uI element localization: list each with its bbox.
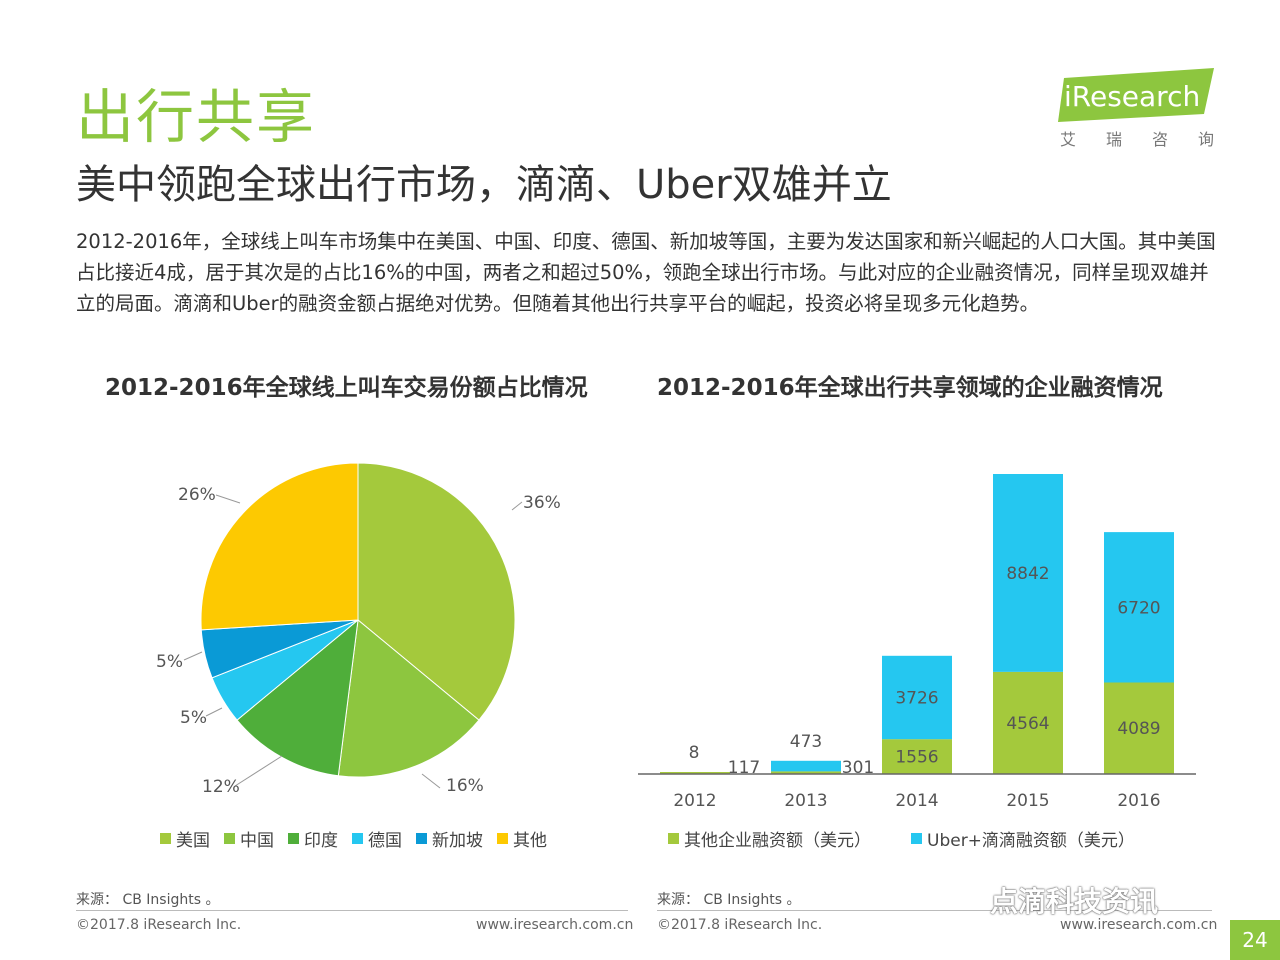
bar-value-bottom-2015: 4564 <box>1006 714 1049 734</box>
bar-chart: 2012 8 117 2013 473 301 2014 3726 1556 2015 8842 45… <box>638 474 1196 811</box>
legend-item-de: 德国 <box>352 826 402 851</box>
source-left: 来源： CB Insights 。 <box>76 892 220 908</box>
bar-uber-didi-2016 <box>1104 532 1174 683</box>
x-tick-2013: 2013 <box>784 791 827 811</box>
bar-value-top-2015: 8842 <box>1006 564 1049 584</box>
copyright-left: ©2017.8 iResearch Inc. <box>76 917 242 933</box>
x-tick-2016: 2016 <box>1117 791 1160 811</box>
legend-item-sg: 新加坡 <box>416 826 483 851</box>
bar-value-top-2013: 473 <box>790 732 822 752</box>
bar-value-bottom-2013: 301 <box>842 758 874 778</box>
iresearch-logo: iResearch <box>1058 68 1214 122</box>
intro-paragraph: 2012-2016年，全球线上叫车市场集中在美国、中国、印度、德国、新加坡等国，… <box>76 230 1216 315</box>
pie-chart: 36% 16% 12% 5% 5% 26% <box>156 462 561 797</box>
bar-other-2014 <box>882 739 952 774</box>
url-right: www.iresearch.com.cn <box>1060 917 1218 933</box>
legend-item-other-companies: 其他企业融资额（美元） <box>668 826 871 851</box>
page-number: 24 <box>1230 920 1280 960</box>
footer-divider-left <box>76 910 628 911</box>
legend-item-other: 其他 <box>497 826 547 851</box>
pie-legend: 美国 中国 印度 德国 新加坡 其他 <box>160 826 547 851</box>
x-tick-2015: 2015 <box>1006 791 1049 811</box>
pie-slice-cn <box>337 619 480 778</box>
pie-leader-sg <box>183 651 203 661</box>
logo-text: iResearch <box>1064 80 1200 113</box>
watermark: 点滴科技资讯 <box>990 885 1159 918</box>
pie-slice-in <box>236 618 359 777</box>
bar-other-2013 <box>771 771 841 774</box>
copyright-right: ©2017.8 iResearch Inc. <box>657 917 823 933</box>
pie-label-cn: 16% <box>446 776 484 796</box>
pie-slice-us <box>357 462 516 721</box>
legend-item-cn: 中国 <box>224 826 274 851</box>
bar-value-bottom-2012: 117 <box>728 758 760 778</box>
bar-value-top-2012: 8 <box>689 743 700 763</box>
pie-leader-other <box>215 494 241 504</box>
pie-chart-title: 2012-2016年全球线上叫车交易份额占比情况 <box>105 375 588 401</box>
url-left: www.iresearch.com.cn <box>476 917 634 933</box>
pie-label-sg: 5% <box>156 652 183 672</box>
pie-leader-us <box>511 501 523 511</box>
bar-uber-didi-2014 <box>882 655 952 740</box>
bar-value-bottom-2014: 1556 <box>895 748 938 768</box>
x-tick-2012: 2012 <box>673 791 716 811</box>
bar-value-top-2016: 6720 <box>1117 598 1160 618</box>
pie-label-other: 26% <box>178 485 216 505</box>
pie-leader-in <box>234 755 283 787</box>
bar-uber-didi-2015 <box>993 474 1063 672</box>
bar-uber-didi-2013 <box>771 760 841 772</box>
legend-item-us: 美国 <box>160 826 210 851</box>
pie-label-in: 12% <box>202 777 240 797</box>
pie-label-us: 36% <box>523 493 561 513</box>
footer-divider-right <box>657 910 1212 911</box>
bar-other-2016 <box>1104 682 1174 774</box>
page-title: 出行共享 <box>76 83 317 151</box>
logo-subtitle: 艾瑞咨询 <box>1060 130 1245 149</box>
legend-item-in: 印度 <box>288 826 338 851</box>
bar-value-top-2014: 3726 <box>895 688 938 708</box>
pie-leader-cn <box>421 773 441 789</box>
pie-slice-other <box>200 462 359 631</box>
pie-leader-de <box>205 707 223 717</box>
bar-other-2012 <box>660 772 730 774</box>
source-right: 来源： CB Insights 。 <box>657 892 801 908</box>
bar-chart-title: 2012-2016年全球出行共享领域的企业融资情况 <box>657 375 1163 401</box>
bar-legend: 其他企业融资额（美元） Uber+滴滴融资额（美元） <box>668 826 1135 851</box>
pie-label-de: 5% <box>180 708 207 728</box>
page-subtitle: 美中领跑全球出行市场，滴滴、Uber双雄并立 <box>76 162 892 208</box>
bar-value-bottom-2016: 4089 <box>1117 719 1160 739</box>
legend-item-uber-didi: Uber+滴滴融资额（美元） <box>911 826 1135 851</box>
bar-other-2015 <box>993 671 1063 774</box>
x-tick-2014: 2014 <box>895 791 938 811</box>
